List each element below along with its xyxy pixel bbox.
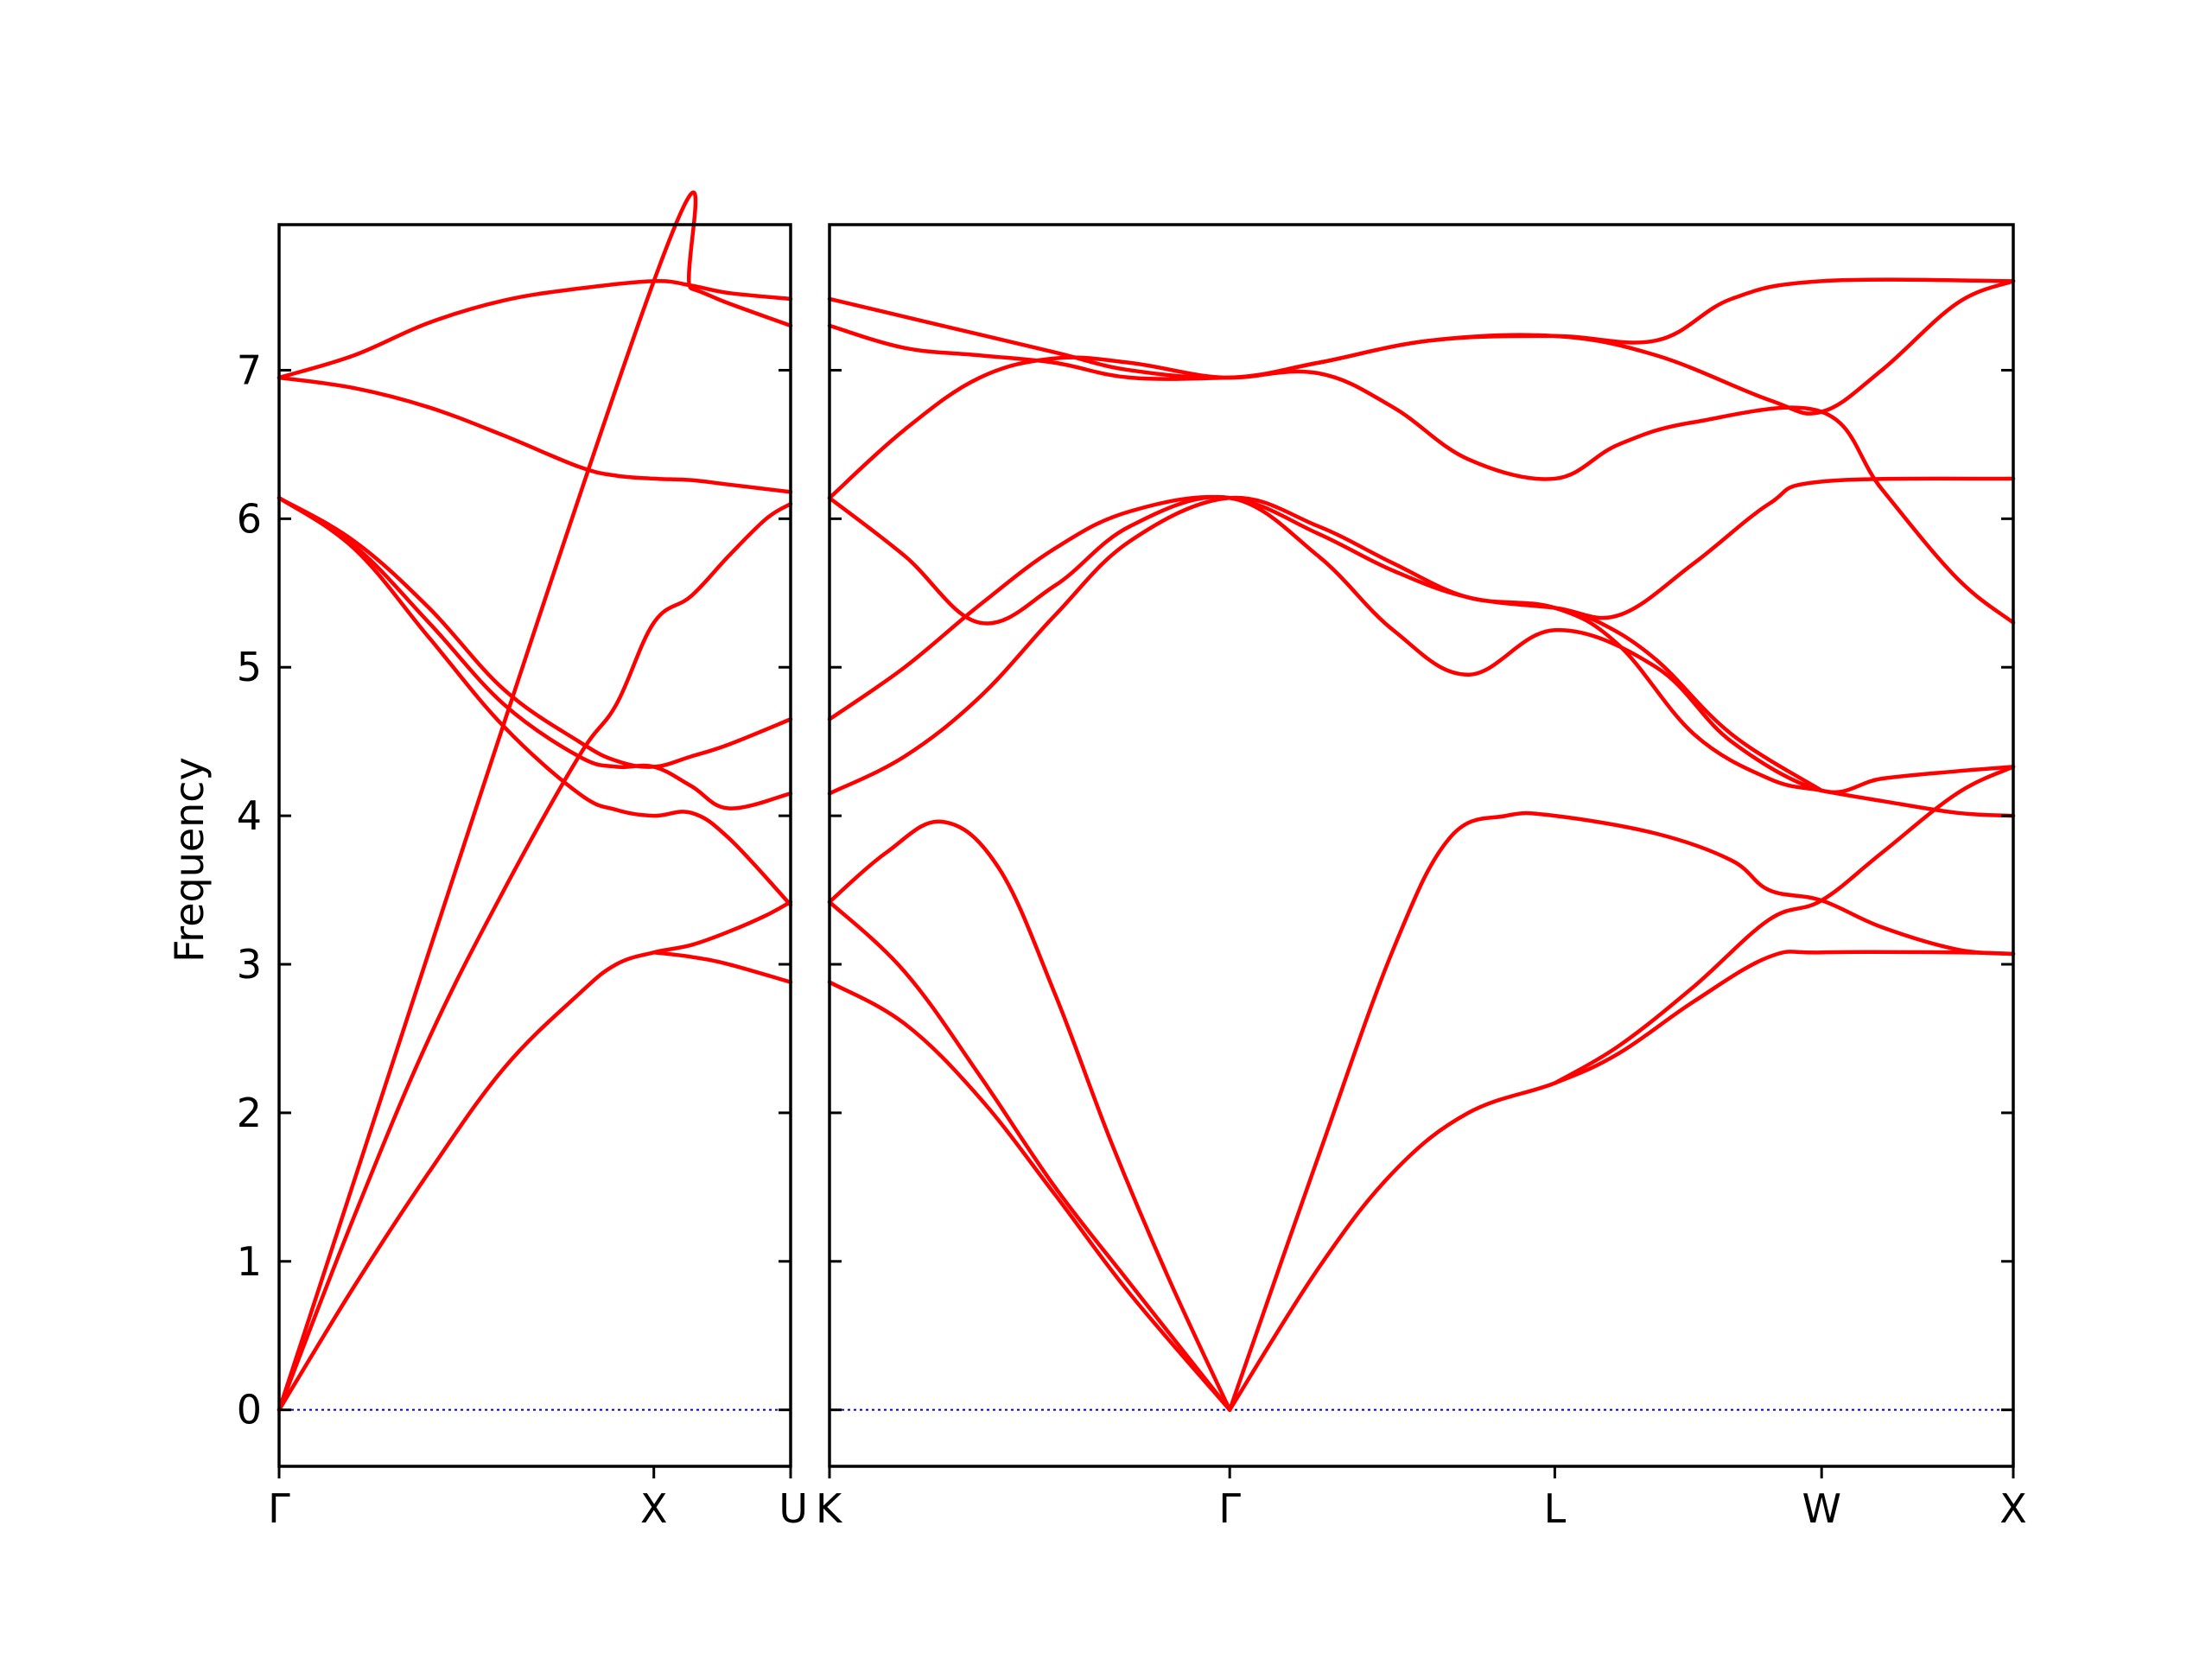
band-line	[827, 495, 2016, 818]
x-tick-label: U	[779, 1485, 808, 1532]
plot-frame	[277, 223, 792, 1468]
band-line	[276, 279, 793, 380]
y-tick-label: 0	[237, 1387, 262, 1433]
band-line	[1227, 810, 2016, 1412]
band-line	[276, 496, 793, 769]
y-tick-label: 7	[237, 346, 262, 393]
band-line	[276, 375, 793, 494]
band-line	[1553, 765, 2016, 1085]
x-tick-label: Γ	[1218, 1485, 1241, 1532]
band-line	[827, 277, 2016, 380]
y-tick-label: 1	[237, 1238, 262, 1285]
band-line	[827, 495, 2016, 794]
band-line	[1227, 950, 2016, 1412]
band-line	[827, 476, 2016, 721]
y-tick-label: 4	[237, 792, 262, 839]
band-line	[276, 501, 793, 1412]
y-tick-label: 3	[237, 941, 262, 988]
y-tick-label: 2	[237, 1090, 262, 1136]
band-line	[827, 819, 1232, 1412]
plot-frame	[828, 223, 2015, 1468]
y-axis-title: Frequency	[166, 757, 213, 963]
band-line	[276, 899, 793, 1412]
x-tick-label: X	[640, 1485, 668, 1532]
band-line	[827, 899, 1232, 1412]
band-line	[827, 279, 2016, 500]
axes-layer: 0 1 2 3 4 5 6 7 Γ X U K Γ L W X	[237, 223, 2027, 1532]
band-line	[827, 980, 1232, 1412]
band-line	[1553, 606, 1824, 793]
band-line	[276, 496, 793, 810]
y-tick-label: 5	[237, 644, 262, 690]
bands-layer	[276, 190, 2016, 1412]
band-line	[276, 496, 793, 907]
band-line	[276, 190, 793, 1412]
band-line	[652, 950, 793, 984]
x-tick-label: X	[1999, 1485, 2027, 1532]
x-tick-label: L	[1544, 1485, 1567, 1532]
x-tick-label: W	[1802, 1485, 1840, 1532]
y-tick-label: 6	[237, 495, 262, 542]
band-line	[827, 323, 2016, 625]
x-tick-label: K	[816, 1485, 843, 1532]
x-tick-label: Γ	[268, 1485, 290, 1532]
